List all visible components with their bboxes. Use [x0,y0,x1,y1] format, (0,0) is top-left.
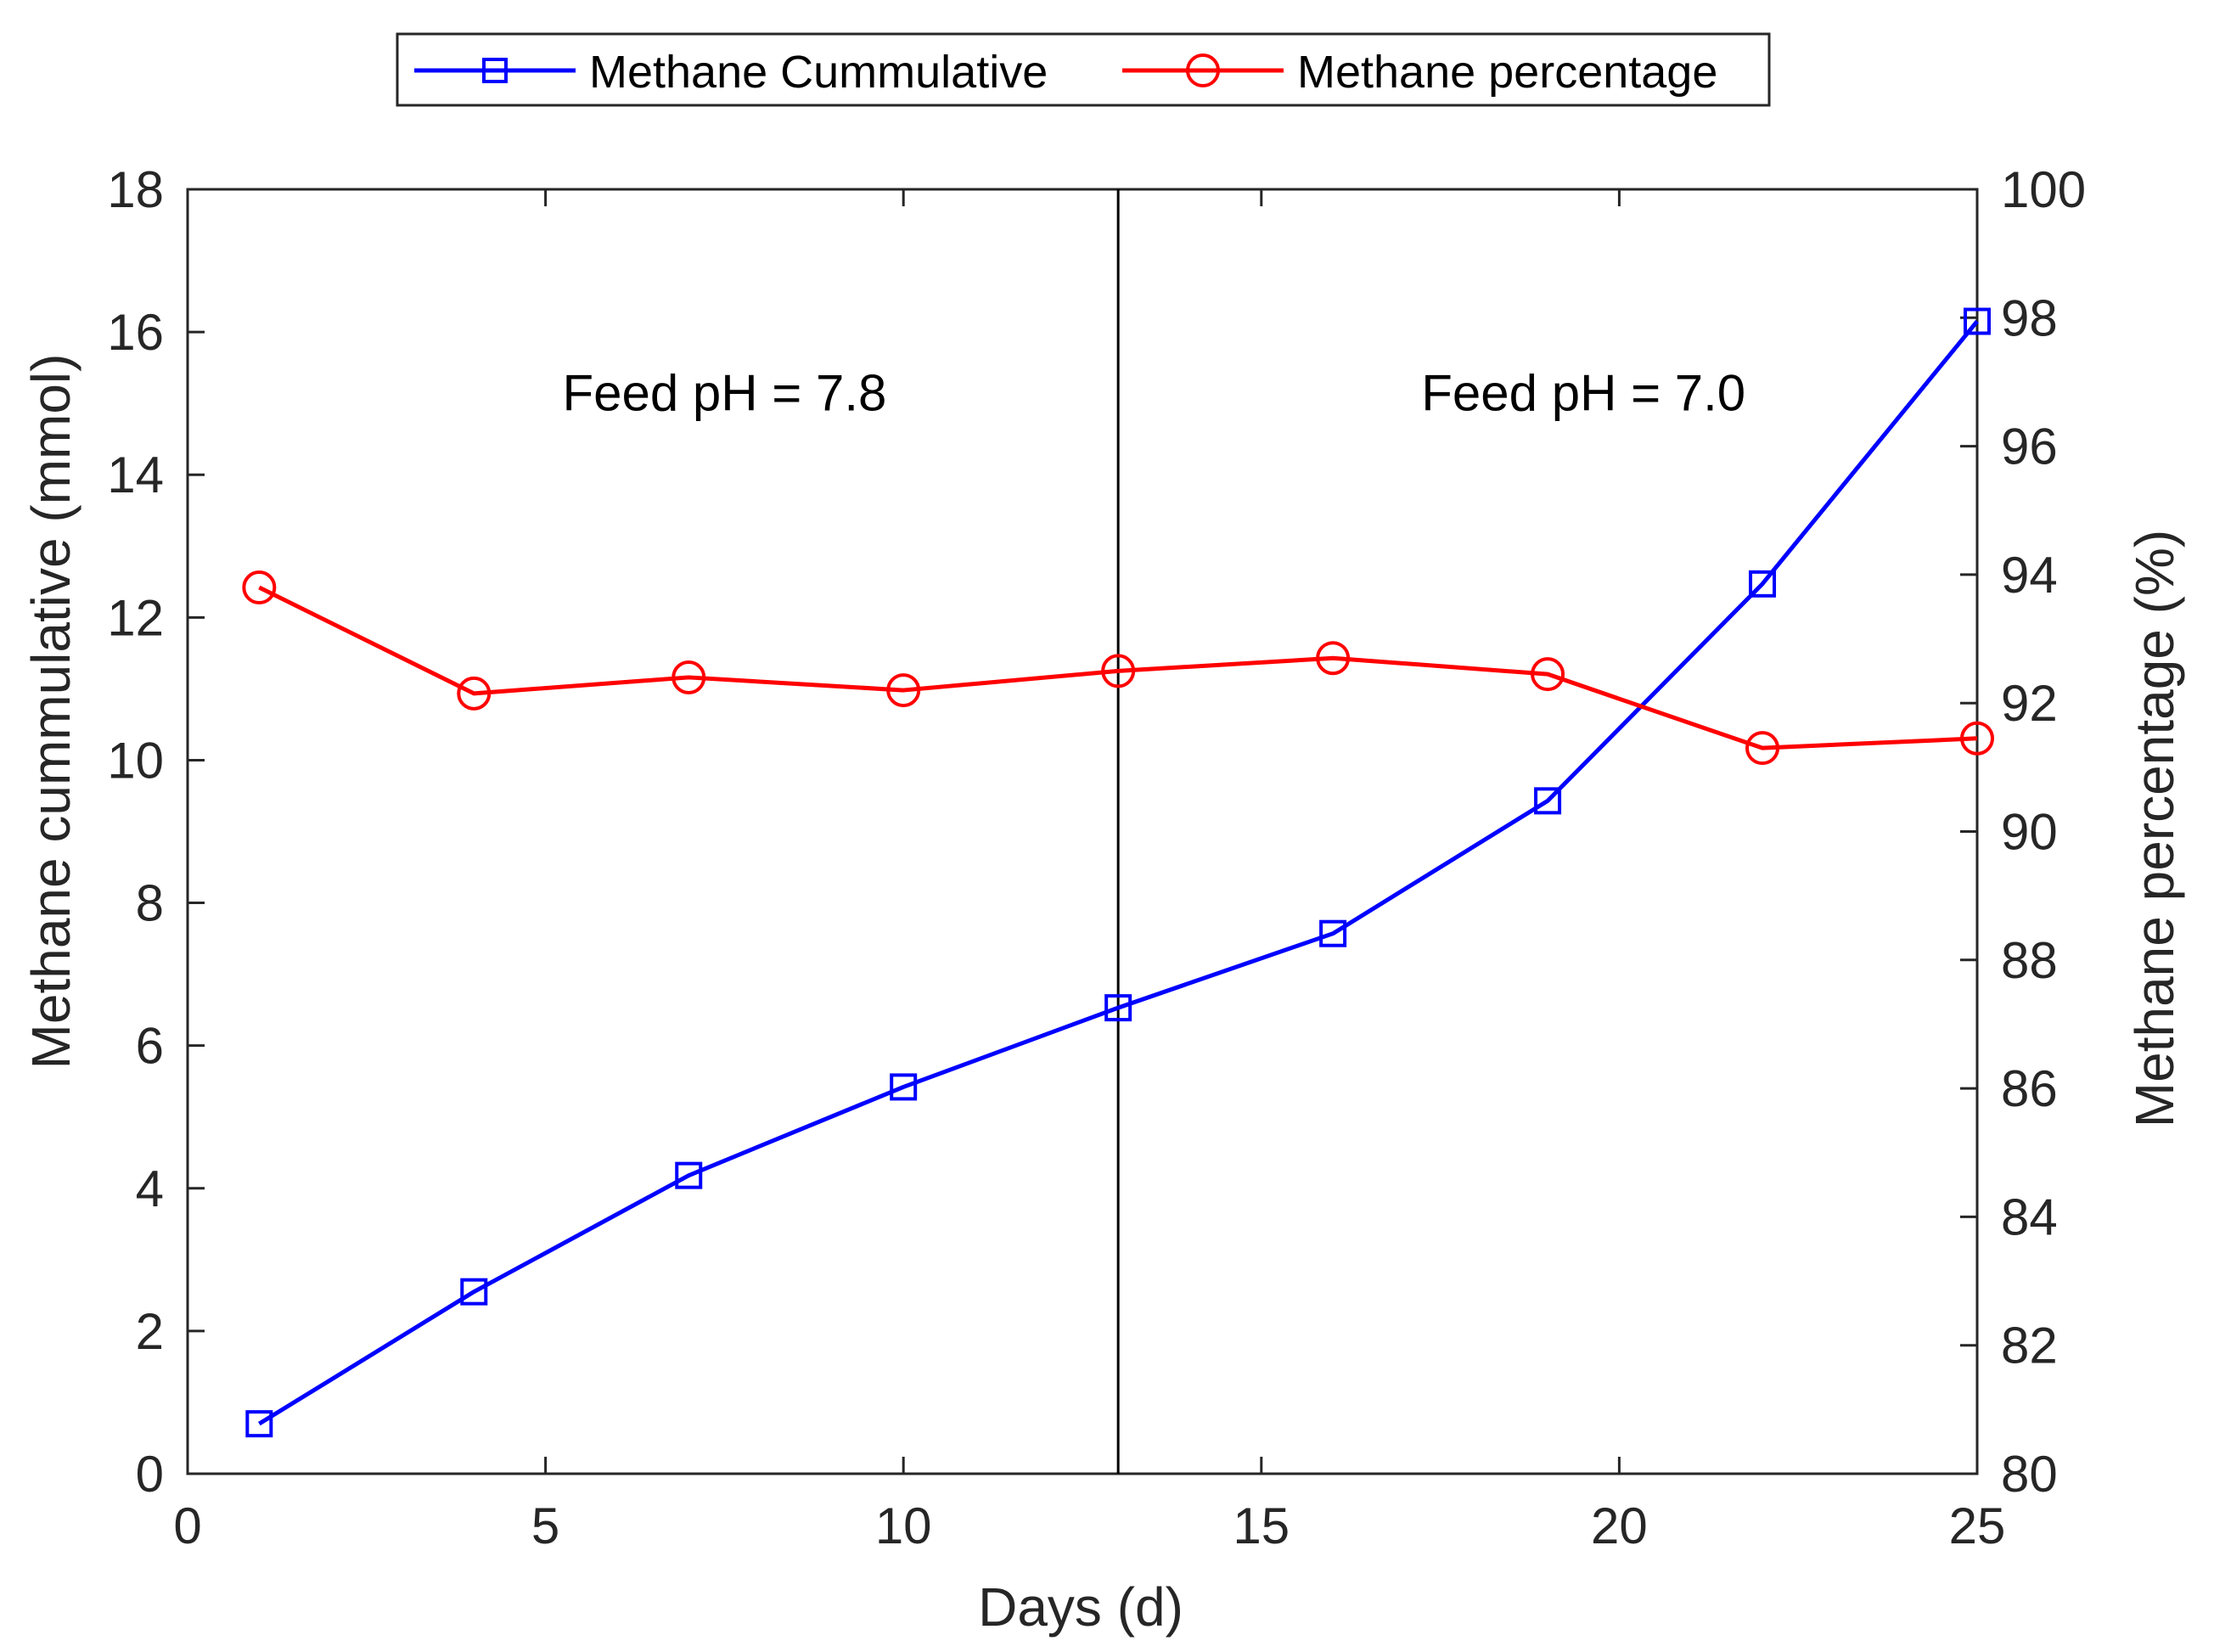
data-point-circle [886,673,921,708]
y-left-tick-label: 4 [136,1160,164,1217]
data-point-circle [1101,654,1136,688]
data-point-circle [457,676,492,711]
y-right-tick-label: 82 [2001,1318,2058,1374]
x-tick-label: 5 [531,1497,559,1554]
y-right-tick-label: 88 [2001,932,2058,989]
y-right-tick-label: 86 [2001,1060,2058,1117]
y-left-tick-label: 14 [107,447,164,503]
data-point-square [1319,919,1347,947]
x-tick-label: 10 [875,1497,932,1554]
legend-label-percentage: Methane percentage [1297,47,1717,98]
plot-area: 0 5 10 15 20 25 0 2 4 6 8 10 12 14 16 18 80 82 84 86 88 90 92 9… [107,161,2086,1554]
data-point-square [1104,994,1132,1022]
legend-box [396,32,1771,107]
data-point-square [675,1161,703,1189]
y-right-tick-label: 100 [2001,161,2086,218]
y-right-tick-label: 96 [2001,419,2058,475]
y-left-tick-label: 8 [136,875,164,932]
y-right-tick-label: 92 [2001,675,2058,732]
y-axis-left-title: Methane cummulative (mmol) [20,354,81,1070]
legend-square-marker [482,58,508,83]
y-left-tick-label: 18 [107,161,164,218]
y-left-tick-label: 10 [107,732,164,789]
y-left-tick-label: 2 [136,1303,164,1360]
y-right-tick-label: 94 [2001,547,2058,604]
legend-label-cumulative: Methane Cummulative [589,47,1048,98]
y-right-tick-label: 80 [2001,1446,2058,1503]
data-point-square [1964,307,1991,335]
x-tick-label: 0 [173,1497,201,1554]
data-point-square [1534,787,1562,815]
data-point-circle [1745,731,1780,766]
y-right-tick-label: 98 [2001,289,2058,346]
data-point-square [1749,570,1777,598]
y-right-tick-label: 90 [2001,804,2058,861]
x-tick-label: 20 [1591,1497,1648,1554]
data-point-square [890,1073,918,1101]
legend: Methane Cummulative Methane percentage [396,32,1771,107]
y-left-tick-label: 6 [136,1018,164,1075]
data-point-circle [1960,721,1994,756]
x-tick-label: 25 [1949,1497,2006,1554]
series-line-methane-percentage [258,585,1978,750]
y-right-tick-label: 84 [2001,1188,2058,1245]
x-axis-title: Days (d) [978,1576,1183,1638]
feed-ph-annotation: Feed pH = 7.0 [1421,365,1745,422]
data-point-circle [242,570,277,605]
data-point-square [245,1410,273,1438]
series-line-methane-cummulative [258,319,1979,1426]
data-point-circle [1316,641,1351,676]
y-axis-right-title: Methane percentage (%) [2124,530,2185,1127]
data-point-square [460,1278,488,1306]
feed-ph-annotation: Feed pH = 7.8 [562,365,886,422]
data-point-circle [672,660,706,694]
legend-circle-marker [1186,53,1220,87]
x-tick-label: 15 [1233,1497,1290,1554]
data-point-circle [1531,657,1565,692]
y-left-tick-label: 16 [107,304,164,361]
y-left-tick-label: 12 [107,589,164,646]
y-left-tick-label: 0 [136,1446,164,1503]
